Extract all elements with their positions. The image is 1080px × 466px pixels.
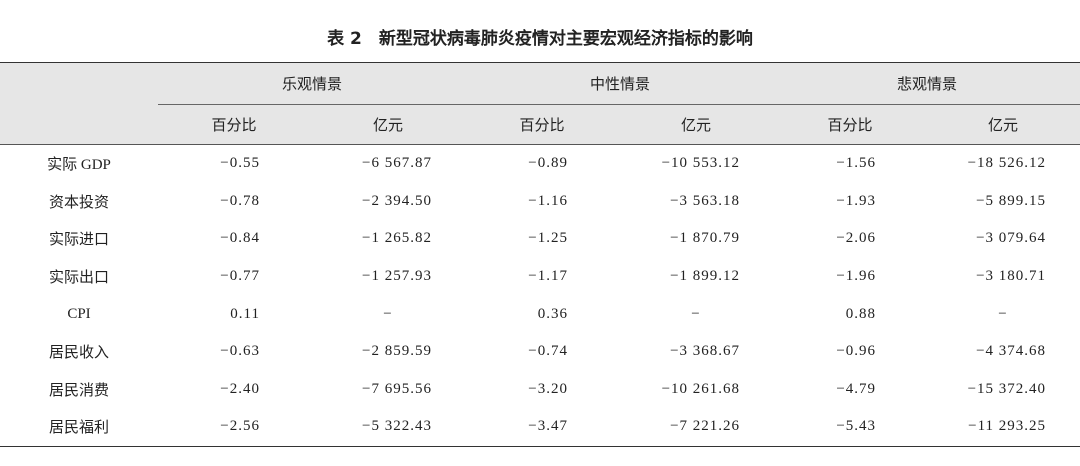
table-cell: −10 553.12 xyxy=(661,155,741,172)
corner xyxy=(0,104,158,145)
table-cell: −0.84 xyxy=(220,230,260,247)
table-cell: −5 899.15 xyxy=(976,192,1047,209)
table-cell: −4 374.68 xyxy=(976,343,1047,360)
table-body: 实际 GDP −0.55 −6 567.87 −0.89 −10 553.12 −1.56… xyxy=(0,145,1080,447)
table-cell: −0.77 xyxy=(220,268,260,285)
table-row: CPI 0.11 − 0.36 − 0.88 − xyxy=(0,295,1080,333)
table-cell: − xyxy=(998,305,1008,322)
table-cell: −0.78 xyxy=(220,192,260,209)
subheader: 亿元 xyxy=(618,104,775,145)
table-cell: −4.79 xyxy=(836,380,877,397)
group-header: 乐观情景 xyxy=(158,62,467,105)
table-cell: −5.43 xyxy=(774,408,927,447)
table-row: 实际出口 −0.77 −1 257.93 −1.17 −1 899.12 −1.96 −3 … xyxy=(0,258,1080,296)
group-row: 乐观情景 中性情景 悲观情景 xyxy=(0,62,1080,105)
table-cell: −6 567.87 xyxy=(362,155,433,172)
table-cell: −1 899.12 xyxy=(670,268,741,285)
table-cell: −3 180.71 xyxy=(976,268,1047,285)
table-cell: −3 079.64 xyxy=(976,230,1047,247)
subheader-row: 百分比 亿元 百分比 亿元 百分比 亿元 xyxy=(0,104,1080,145)
table-row: 实际进口 −0.84 −1 265.82 −1.25 −1 870.79 −2.06 −3 … xyxy=(0,220,1080,258)
table-cell: −2.56 xyxy=(158,408,310,447)
group-header: 悲观情景 xyxy=(774,62,1080,105)
table-cell: −7 695.56 xyxy=(362,380,433,397)
table-cell: −3.20 xyxy=(528,380,569,397)
row-label: 实际进口 xyxy=(48,232,109,249)
table-cell: 0.36 xyxy=(537,305,569,322)
table-cell: −0.63 xyxy=(220,343,260,360)
table-cell: −0.89 xyxy=(528,155,569,172)
table-cell: −1.93 xyxy=(836,192,877,209)
table-cell: −10 261.68 xyxy=(661,380,741,397)
table-cell: −1.16 xyxy=(528,192,569,209)
table-cell: − xyxy=(383,305,393,322)
table-row: 居民消费 −2.40 −7 695.56 −3.20 −10 261.68 −4.79 −1… xyxy=(0,371,1080,409)
table-cell: −7 221.26 xyxy=(618,408,775,447)
table-title: 表 2 新型冠状病毒肺炎疫情对主要宏观经济指标的影响 xyxy=(327,29,753,49)
table-cell: −1.17 xyxy=(528,268,569,285)
table-cell: −2 394.50 xyxy=(362,192,433,209)
table-cell: −3 563.18 xyxy=(670,192,741,209)
table-cell: −0.96 xyxy=(836,343,877,360)
table-cell: −3.47 xyxy=(466,408,619,447)
table-cell: −2 859.59 xyxy=(362,343,433,360)
table: 乐观情景 中性情景 悲观情景 百分比 亿元 百分比 亿元 百分比 亿元 实际 GDP −0.55… xyxy=(0,62,1080,447)
table-cell: −2.06 xyxy=(836,230,877,247)
table-cell: −15 372.40 xyxy=(967,380,1047,397)
table-cell: 0.88 xyxy=(845,305,877,322)
table-cell: −1 257.93 xyxy=(362,268,433,285)
table-cell: − xyxy=(691,305,701,322)
row-label: 居民福利 xyxy=(0,408,158,447)
subheader: 百分比 xyxy=(774,104,927,145)
table-cell: 0.11 xyxy=(230,305,260,322)
table-row: 实际 GDP −0.55 −6 567.87 −0.89 −10 553.12 −1.56… xyxy=(0,145,1080,183)
row-label: 实际 GDP xyxy=(47,157,111,174)
group-header: 中性情景 xyxy=(466,62,775,105)
table-cell: −1.96 xyxy=(836,268,877,285)
table-row: 居民福利 −2.56 −5 322.43 −3.47 −7 221.26 −5.43 −11… xyxy=(0,408,1080,447)
table-cell: −11 293.25 xyxy=(926,408,1080,447)
row-label: 实际出口 xyxy=(48,270,109,287)
table-cell: −3 368.67 xyxy=(670,343,741,360)
row-label: 居民消费 xyxy=(48,382,109,399)
row-label: 资本投资 xyxy=(48,194,109,211)
row-label: 居民收入 xyxy=(48,345,109,362)
row-label: CPI xyxy=(67,305,91,322)
table-cell: −1 870.79 xyxy=(670,230,741,247)
table-row: 居民收入 −0.63 −2 859.59 −0.74 −3 368.67 −0.96 −4 … xyxy=(0,333,1080,371)
subheader: 百分比 xyxy=(158,104,310,145)
table-cell: −1.25 xyxy=(528,230,569,247)
subheader: 亿元 xyxy=(310,104,467,145)
table-cell: −18 526.12 xyxy=(967,155,1047,172)
table-cell: −2.40 xyxy=(220,380,260,397)
corner xyxy=(0,62,158,105)
table-header: 乐观情景 中性情景 悲观情景 百分比 亿元 百分比 亿元 百分比 亿元 xyxy=(0,62,1080,145)
table-cell: −0.55 xyxy=(220,155,260,172)
table-cell: −5 322.43 xyxy=(310,408,467,447)
table-cell: −1.56 xyxy=(836,155,877,172)
table-row: 资本投资 −0.78 −2 394.50 −1.16 −3 563.18 −1.93 −5 … xyxy=(0,183,1080,221)
table-cell: −1 265.82 xyxy=(362,230,433,247)
table-cell: −0.74 xyxy=(528,343,569,360)
subheader: 百分比 xyxy=(466,104,619,145)
subheader: 亿元 xyxy=(926,104,1080,145)
